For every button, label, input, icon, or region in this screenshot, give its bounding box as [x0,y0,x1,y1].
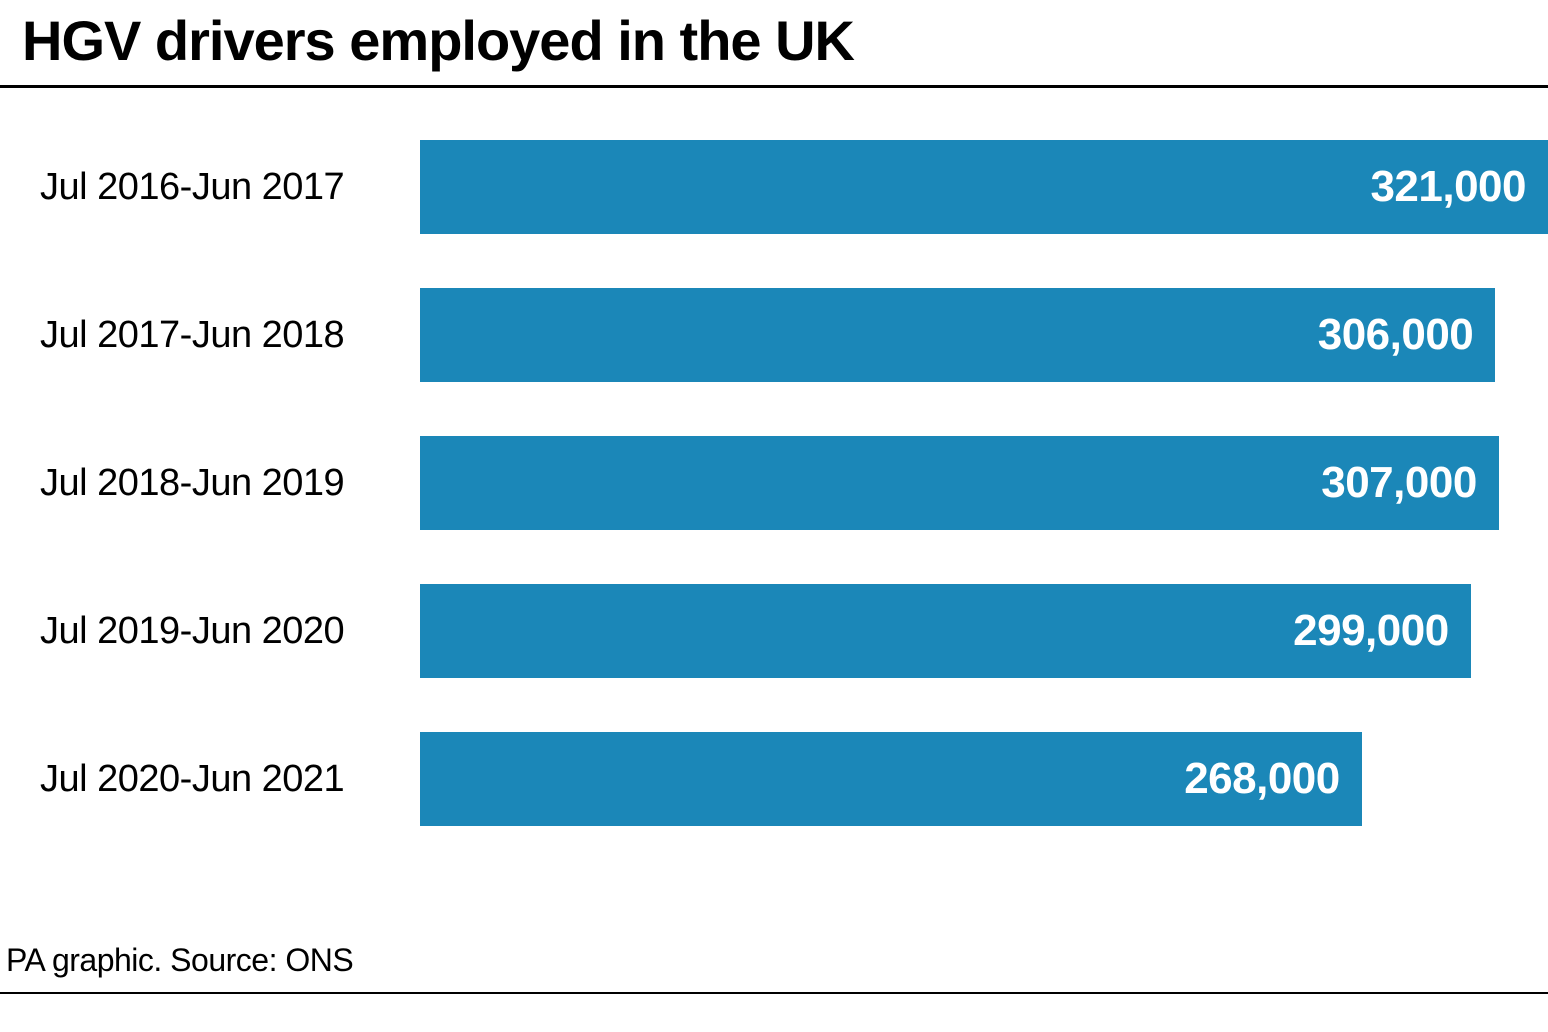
category-label: Jul 2017-Jun 2018 [40,314,420,357]
bar-track: 321,000 [420,140,1548,234]
value-label: 268,000 [1184,754,1340,804]
bar: 321,000 [420,140,1548,234]
chart-area: Jul 2016-Jun 2017 321,000 Jul 2017-Jun 201… [0,140,1548,826]
bar-track: 299,000 [420,584,1548,678]
bar-row: Jul 2020-Jun 2021 268,000 [40,732,1548,826]
value-label: 306,000 [1318,310,1474,360]
category-label: Jul 2020-Jun 2021 [40,758,420,801]
bar-row: Jul 2018-Jun 2019 307,000 [40,436,1548,530]
source-footer: PA graphic. Source: ONS [0,942,353,979]
bar-track: 306,000 [420,288,1548,382]
category-label: Jul 2016-Jun 2017 [40,166,420,209]
value-label: 307,000 [1321,458,1477,508]
value-label: 321,000 [1370,162,1526,212]
bar-track: 307,000 [420,436,1548,530]
bar-row: Jul 2019-Jun 2020 299,000 [40,584,1548,678]
bar: 306,000 [420,288,1495,382]
bar: 268,000 [420,732,1362,826]
category-label: Jul 2018-Jun 2019 [40,462,420,505]
chart-frame: HGV drivers employed in the UK Jul 2016-… [0,0,1548,1032]
footer-rule [0,992,1548,994]
bar-row: Jul 2017-Jun 2018 306,000 [40,288,1548,382]
bar-row: Jul 2016-Jun 2017 321,000 [40,140,1548,234]
category-label: Jul 2019-Jun 2020 [40,610,420,653]
bar: 299,000 [420,584,1471,678]
title-rule [0,85,1548,88]
chart-title: HGV drivers employed in the UK [0,0,1548,71]
bar-track: 268,000 [420,732,1548,826]
bar: 307,000 [420,436,1499,530]
value-label: 299,000 [1293,606,1449,656]
